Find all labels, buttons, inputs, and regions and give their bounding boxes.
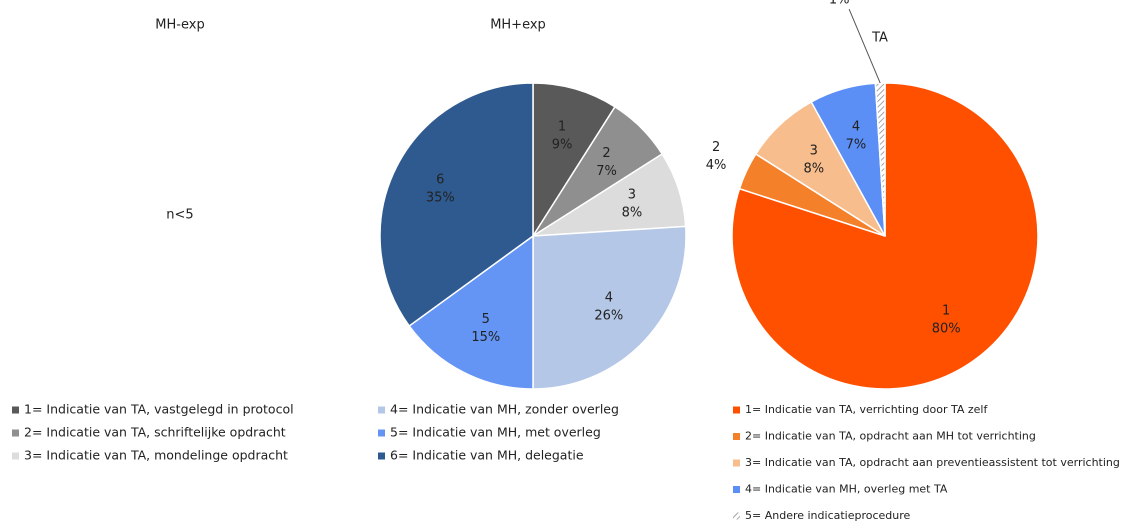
slice-value-label: 7% [596, 164, 617, 179]
legend-label: 1= Indicatie van TA, vastgelegd in proto… [24, 402, 294, 417]
legend-label: 1= Indicatie van TA, verrichting door TA… [745, 403, 988, 416]
slice-category: 6 [436, 172, 444, 187]
slice-value-label: 35% [426, 190, 455, 205]
legend-swatch [12, 452, 19, 460]
legend-label: 5= Andere indicatieprocedure [745, 509, 911, 522]
legend-swatch [733, 406, 740, 414]
legend-swatch [12, 406, 19, 414]
legend-label: 5= Indicatie van MH, met overleg [390, 425, 601, 440]
slice-value-label: 26% [594, 309, 623, 324]
legend-label: 2= Indicatie van TA, schriftelijke opdra… [24, 425, 286, 440]
legend-label: 3= Indicatie van TA, opdracht aan preven… [745, 456, 1120, 469]
slice-value-label: 7% [846, 138, 867, 153]
legend-label: 4= Indicatie van MH, overleg met TA [745, 483, 948, 496]
legend-swatch [378, 429, 385, 437]
chart-title: TA [871, 31, 888, 46]
slice-category: 2 [602, 146, 610, 161]
slice-category: 4 [852, 120, 860, 135]
slice-value-label: 9% [552, 138, 573, 153]
slice-value-label: 4% [706, 158, 727, 173]
slice-value-label: 1% [829, 0, 850, 8]
slice-category: 2 [712, 140, 720, 155]
slice-category: 4 [605, 291, 613, 306]
legend-swatch [12, 429, 19, 437]
legend-swatch [733, 486, 740, 493]
legend-label: 4= Indicatie van MH, zonder overleg [390, 402, 619, 417]
leader-line [848, 9, 881, 84]
legend-swatch [733, 459, 740, 467]
slice-category: 3 [628, 187, 636, 202]
slice-category: 5 [482, 312, 490, 327]
slice-value-label: 15% [471, 330, 500, 345]
legend-label: 3= Indicatie van TA, mondelinge opdracht [24, 448, 288, 463]
legend-swatch [378, 452, 385, 460]
pie-slice [532, 82, 617, 239]
slice-category: 1 [942, 304, 950, 319]
legend-label: 6= Indicatie van MH, delegatie [390, 448, 584, 463]
legend-swatch [733, 512, 740, 520]
slice-value-label: 80% [932, 322, 961, 337]
annotation: n<5 [166, 208, 193, 223]
slice-value-label: 8% [803, 162, 824, 177]
slice-value-label: 8% [622, 205, 643, 220]
pie-slice [379, 82, 534, 327]
slice-category: 1 [558, 120, 566, 135]
legend-label: 2= Indicatie van TA, opdracht aan MH tot… [745, 430, 1036, 443]
legend-swatch [378, 406, 385, 414]
pie-slice [532, 225, 687, 390]
chart-title: MH-exp [155, 18, 204, 33]
legend-swatch [733, 433, 740, 440]
pie-slice [408, 234, 534, 390]
slice-category: 3 [810, 144, 818, 159]
chart-title: MH+exp [490, 18, 546, 33]
